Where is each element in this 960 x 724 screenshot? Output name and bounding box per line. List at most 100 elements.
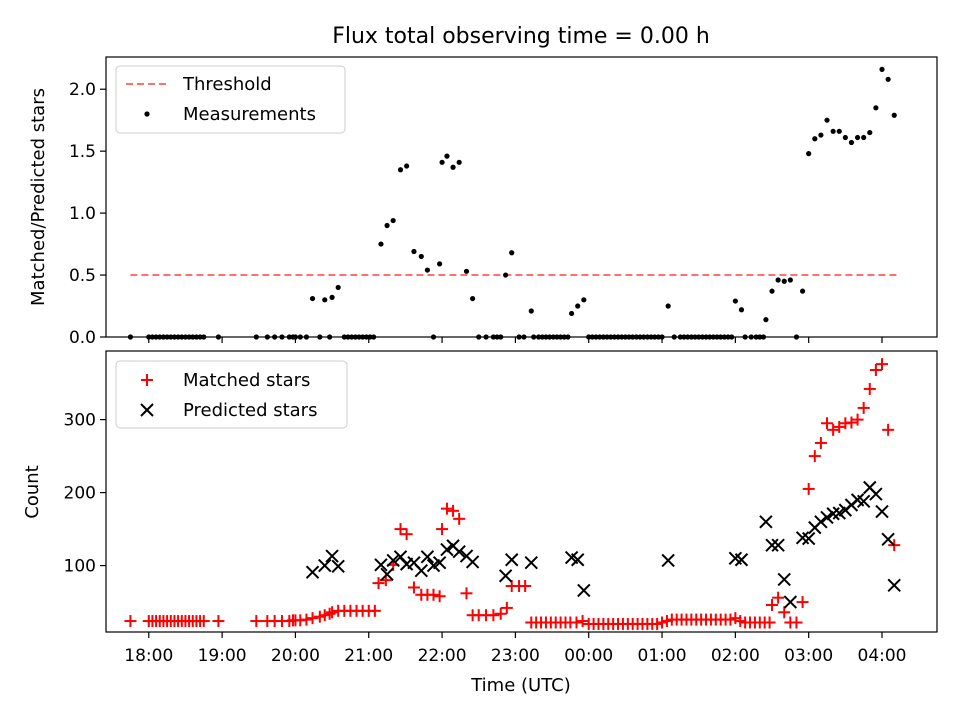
matched-star-point: [851, 413, 864, 426]
matched-star-point: [882, 423, 895, 436]
measurement-point: [861, 134, 867, 141]
measurement-point: [738, 307, 745, 313]
matched-star-point: [394, 523, 407, 536]
predicted-star-point: [414, 563, 428, 578]
measurement-point: [873, 105, 879, 111]
top-y-axis-label: Matched/Predicted stars: [28, 88, 49, 306]
predicted-star-point: [820, 510, 834, 525]
matched-star-point: [440, 502, 453, 515]
matched-star-point: [326, 606, 339, 619]
measurement-point: [528, 308, 534, 314]
matched-star-point: [407, 581, 420, 594]
matched-star-point: [796, 596, 809, 609]
bottom-legend: Matched stars Predicted stars: [115, 360, 348, 429]
predicted-star-point: [765, 538, 779, 552]
measurement-point: [404, 163, 410, 169]
matched-star-point: [372, 577, 385, 590]
matched-star-point: [300, 613, 313, 626]
x-tick-label: 19:00: [198, 646, 247, 666]
legend-predicted-swatch: [140, 403, 154, 417]
bottom-x-ticks: 18:00 19:00 20:00 21:00 22:00 23:00 00:00 01:00…: [124, 632, 907, 666]
measurement-point: [424, 267, 431, 273]
matched-star-point: [869, 363, 882, 376]
measurement-point: [322, 297, 328, 303]
matched-star-point: [808, 450, 821, 463]
bottom-y-ticks: 100 200 300: [64, 411, 106, 577]
matched-star-point: [433, 590, 446, 603]
matched-star-point: [400, 528, 413, 541]
measurement-point: [824, 117, 830, 123]
measurement-point: [444, 153, 450, 159]
top-y-tick-label: 0.0: [69, 328, 96, 348]
measurement-point: [879, 66, 885, 72]
predicted-star-point: [759, 515, 773, 529]
measurement-point: [830, 128, 836, 134]
matched-star-point: [250, 615, 263, 628]
matched-star-point: [323, 607, 336, 620]
matched-star-point: [519, 580, 532, 593]
measurement-point: [378, 241, 384, 247]
measurement-point: [842, 134, 848, 141]
predicted-star-point: [881, 532, 895, 547]
measurement-point: [775, 277, 781, 283]
legend-matched-label: Matched stars: [183, 370, 310, 391]
matched-star-point: [124, 615, 137, 628]
predicted-star-point: [432, 555, 447, 570]
x-axis-label: Time (UTC): [470, 675, 571, 696]
measurement-point: [309, 295, 316, 302]
measurement-point: [867, 129, 873, 136]
measurement-point: [463, 268, 470, 274]
predicted-star-point: [325, 549, 339, 563]
matched-star-point: [827, 423, 840, 436]
matched-star-point: [814, 436, 827, 449]
x-tick-label: 01:00: [638, 646, 687, 666]
predicted-star-point: [734, 553, 749, 567]
predicted-star-point: [380, 567, 394, 582]
predicted-star-point: [783, 595, 798, 609]
matched-star-point: [436, 523, 449, 536]
matched-star-point: [766, 598, 779, 611]
predicted-star-point: [420, 550, 435, 564]
matched-star-point: [306, 612, 319, 625]
measurement-point: [470, 295, 476, 302]
top-y-tick-label: 2.0: [69, 80, 96, 100]
legend-measurements-swatch: [144, 111, 150, 117]
bottom-axes-frame: [105, 350, 938, 633]
matched-star-point: [802, 482, 815, 495]
measurement-point: [818, 132, 824, 138]
predicted-star-point: [305, 565, 320, 579]
predicted-star-point: [661, 553, 675, 568]
x-tick-label: 22:00: [418, 646, 467, 666]
predicted-star-point: [801, 531, 816, 546]
legend-measurements-label: Measurements: [183, 104, 316, 125]
predicted-star-point: [771, 538, 785, 552]
top-y-ticks: 0.0 0.5 1.0 1.5 2.0: [69, 80, 106, 348]
x-tick-label: 03:00: [784, 646, 833, 666]
predicted-star-point: [465, 555, 480, 569]
bottom-y-tick-label: 100: [64, 557, 96, 577]
measurement-point: [456, 159, 462, 165]
x-tick-label: 21:00: [344, 646, 393, 666]
matched-star-point: [212, 615, 225, 628]
predicted-star-point: [524, 555, 538, 570]
x-tick-label: 18:00: [124, 646, 173, 666]
matched-star-point: [570, 616, 583, 629]
predicted-star-point: [875, 504, 889, 519]
measurement-point: [569, 310, 575, 317]
matched-star-point: [863, 382, 876, 395]
matched-star-point: [821, 417, 834, 430]
matched-star-point: [447, 504, 460, 517]
predicted-star-point: [498, 569, 513, 583]
measurement-point: [806, 151, 812, 157]
measurement-point: [450, 164, 456, 170]
measurement-point: [575, 303, 581, 309]
matched-star-point: [778, 606, 791, 619]
measurement-point: [418, 253, 424, 260]
bottom-panel: 100 200 300 18:00 19:00 20:00 21:00 22:00 23:00…: [22, 350, 938, 696]
measurement-point: [411, 248, 417, 255]
bottom-y-axis-label: Count: [22, 465, 43, 518]
measurement-point: [329, 294, 335, 300]
matched-star-point: [487, 609, 500, 622]
measurement-point: [335, 284, 341, 291]
